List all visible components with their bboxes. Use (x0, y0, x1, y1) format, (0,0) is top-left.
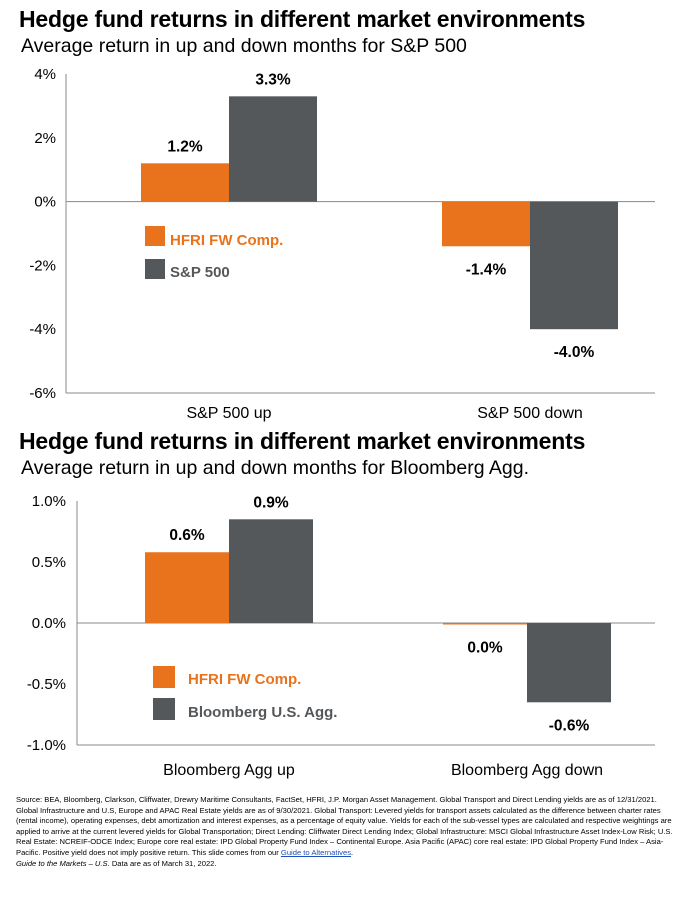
legend-label: HFRI FW Comp. (170, 232, 283, 249)
bar-2-2 (527, 623, 611, 703)
y-tick-label: 0.0% (32, 615, 66, 632)
bar-2-1 (229, 519, 313, 623)
y-tick-label: 2% (34, 130, 56, 147)
legend-label: S&P 500 (170, 264, 230, 281)
y-tick-label: 0.5% (32, 554, 66, 571)
data-label: 3.3% (255, 71, 291, 88)
data-label: 1.2% (167, 138, 203, 155)
chart-1-title: Hedge fund returns in different market e… (19, 6, 586, 32)
bar-1-2 (443, 623, 527, 625)
y-tick-label: -6% (29, 385, 56, 402)
category-label: S&P 500 down (477, 405, 583, 422)
chart-2-title: Hedge fund returns in different market e… (19, 428, 586, 454)
y-tick-label: 0% (34, 194, 56, 211)
category-label: Bloomberg Agg down (451, 762, 603, 779)
bar-2-2 (530, 201, 618, 330)
chart-1-subtitle: Average return in up and down months for… (21, 35, 467, 57)
legend-swatch (145, 259, 165, 279)
guide-date: Data are as of March 31, 2022. (109, 858, 217, 868)
legend-swatch (153, 666, 175, 688)
y-tick-label: -0.5% (27, 676, 66, 693)
bar-1-2 (442, 201, 530, 247)
guide-to-alternatives-link[interactable]: Guide to Alternatives (280, 847, 351, 857)
bar-1-1 (141, 163, 229, 202)
y-tick-label: 1.0% (32, 493, 66, 510)
legend-label: HFRI FW Comp. (188, 671, 301, 688)
data-label: 0.6% (169, 527, 205, 544)
legend-swatch (145, 226, 165, 246)
y-tick-label: 4% (34, 66, 56, 83)
guide-title: Guide to the Markets – U.S. (16, 858, 110, 868)
data-label: -4.0% (554, 344, 595, 361)
chart-1-plot: 4% 2% 0% -2% -4% -6% 1.2% 3.3% S&P 500 up -1.4% -4… (29, 66, 655, 422)
category-label: Bloomberg Agg up (163, 762, 295, 779)
data-label: 0.9% (253, 494, 289, 511)
category-label: S&P 500 up (186, 405, 271, 422)
bar-2-1 (229, 96, 317, 202)
chart-2-subtitle: Average return in up and down months for… (21, 457, 530, 479)
y-tick-label: -4% (29, 321, 56, 338)
chart-2-plot: 1.0% 0.5% 0.0% -0.5% -1.0% 0.6% 0.9% Bloomberg … (27, 493, 655, 779)
y-tick-label: -2% (29, 257, 56, 274)
bar-1-1 (145, 552, 229, 623)
data-label: -0.6% (549, 717, 590, 734)
link-suffix: . (351, 847, 354, 857)
source-footnote: Source: BEA, Bloomberg, Clarkson, Cliffw… (16, 795, 676, 869)
source-text: Source: BEA, Bloomberg, Clarkson, Cliffw… (16, 795, 673, 857)
data-label: 0.0% (467, 640, 503, 657)
data-label: -1.4% (466, 261, 507, 278)
y-tick-label: -1.0% (27, 737, 66, 754)
legend-swatch (153, 698, 175, 720)
legend-label: Bloomberg U.S. Agg. (188, 704, 337, 721)
